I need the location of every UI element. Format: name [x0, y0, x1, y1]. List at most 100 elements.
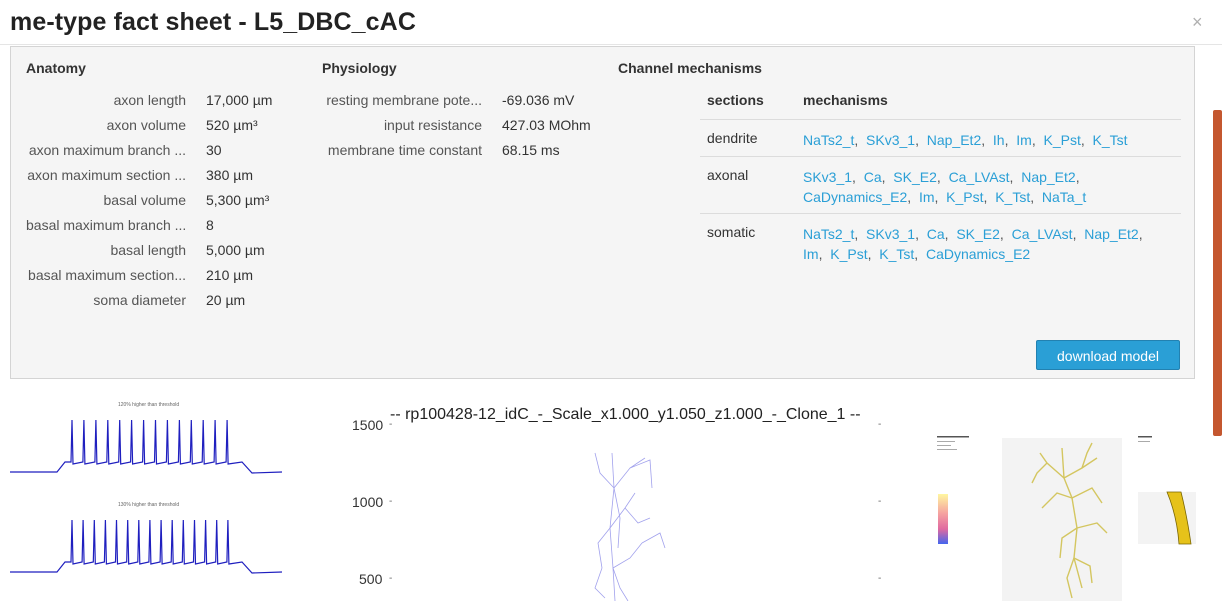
physiology-label: resting membrane pote... [326, 92, 482, 108]
tick-right-1000: - [878, 496, 882, 507]
anatomy-label: basal maximum branch ... [26, 217, 187, 233]
anatomy-row: soma diameter 20 µm [26, 292, 316, 317]
ytick-500: 500 [359, 571, 383, 587]
anatomy-label: axon length [113, 92, 186, 108]
physiology-value: 68.15 ms [502, 142, 560, 158]
anatomy-label: axon maximum branch ... [28, 142, 186, 158]
mechanism-link[interactable]: K_Tst [1092, 132, 1128, 148]
mechanism-link[interactable]: K_Tst [995, 189, 1031, 205]
channel-mechanism-list: NaTs2_t, SKv3_1, Ca, SK_E2, Ca_LVAst, Na… [803, 226, 1147, 262]
mechanism-link[interactable]: SKv3_1 [803, 169, 853, 185]
mechanism-link[interactable]: Ca [926, 226, 945, 242]
close-icon[interactable]: × [1192, 12, 1203, 32]
mechanism-link[interactable]: CaDynamics_E2 [803, 189, 908, 205]
mechanism-link[interactable]: Nap_Et2 [1021, 169, 1076, 185]
channel-section-label: somatic [707, 224, 756, 240]
channels-heading: Channel mechanisms [618, 60, 762, 76]
tick-left-500: - [389, 573, 393, 584]
mechanism-link[interactable]: K_Pst [1043, 132, 1081, 148]
mechanism-link[interactable]: SK_E2 [893, 169, 937, 185]
mechanism-link[interactable]: NaTa_t [1041, 189, 1087, 205]
tick-right-500: - [878, 573, 882, 584]
channel-row-somatic: somatic NaTs2_t, SKv3_1, Ca, SK_E2, Ca_LV… [700, 213, 1181, 276]
anatomy-row: axon maximum branch ... 30 [26, 142, 316, 167]
channel-row-dendrite: dendrite NaTs2_t, SKv3_1, Nap_Et2, Ih, Im… [700, 119, 1181, 157]
mechanism-link[interactable]: Ca_LVAst [1011, 226, 1073, 242]
physiology-table: resting membrane pote... -69.036 mV input … [322, 92, 612, 172]
channel-row-axonal: axonal SKv3_1, Ca, SK_E2, Ca_LVAst, Nap_E… [700, 156, 1181, 214]
col-header-sections: sections [707, 92, 764, 108]
physiology-heading: Physiology [322, 60, 397, 76]
physiology-row: membrane time constant 68.15 ms [322, 142, 612, 167]
axon-3d-thumbnail [1138, 436, 1196, 545]
mechanism-link[interactable]: Ih [992, 132, 1005, 148]
anatomy-row: axon length 17,000 µm [26, 92, 316, 117]
physiology-value: 427.03 MOhm [502, 117, 591, 133]
physiology-value: -69.036 mV [502, 92, 575, 108]
mechanism-link[interactable]: SKv3_1 [866, 226, 916, 242]
anatomy-row: basal maximum branch ... 8 [26, 217, 316, 242]
anatomy-row: basal length 5,000 µm [26, 242, 316, 267]
mechanism-link[interactable]: K_Tst [879, 246, 915, 262]
anatomy-label: axon maximum section ... [27, 167, 186, 183]
morphology-3d-thumbnail [937, 436, 969, 544]
mechanism-link[interactable]: NaTs2_t [803, 132, 855, 148]
scrollbar[interactable] [1213, 110, 1222, 436]
mechanism-link[interactable]: NaTs2_t [803, 226, 855, 242]
physiology-label: input resistance [383, 117, 482, 133]
anatomy-label: axon volume [106, 117, 186, 133]
mechanism-link[interactable]: Im [918, 189, 935, 205]
mechanism-link[interactable]: CaDynamics_E2 [925, 246, 1031, 262]
channel-section-label: axonal [707, 167, 749, 183]
tick-left-1500: - [389, 419, 393, 430]
mechanism-link[interactable]: Im [1016, 132, 1032, 148]
anatomy-label: basal volume [103, 192, 187, 208]
anatomy-value: 17,000 µm [206, 92, 273, 108]
physiology-label: membrane time constant [327, 142, 482, 158]
channel-mechanism-list: SKv3_1, Ca, SK_E2, Ca_LVAst, Nap_Et2, Ca… [803, 169, 1087, 205]
morphology-2d-plot [594, 452, 666, 601]
channels-table: sections mechanisms dendrite NaTs2_t, SKv… [700, 92, 1181, 307]
channel-section-label: dendrite [707, 130, 758, 146]
anatomy-label: basal length [110, 242, 186, 258]
title-divider [0, 44, 1222, 45]
mechanism-link[interactable]: Ca [863, 169, 882, 185]
voltage-trace-line [10, 419, 282, 474]
fact-sheet-panel: Anatomy axon length 17,000 µm axon volume 5… [10, 46, 1195, 379]
anatomy-value: 30 [206, 142, 222, 158]
mechanism-link[interactable]: Im [803, 246, 819, 262]
anatomy-label: soma diameter [93, 292, 186, 308]
anatomy-label: basal maximum section... [28, 267, 186, 283]
anatomy-value: 5,000 µm [206, 242, 265, 258]
morphology-title: -- rp100428-12_idC_-_Scale_x1.000_y1.050… [390, 406, 861, 423]
mechanism-link[interactable]: Ca_LVAst [948, 169, 1010, 185]
trace-bottom-title: 130% higher than threshold [118, 502, 180, 508]
anatomy-value: 20 µm [206, 292, 246, 308]
neuron-3d-view [1002, 438, 1122, 601]
physiology-row: resting membrane pote... -69.036 mV [322, 92, 612, 117]
ytick-1500: 1500 [352, 417, 384, 433]
anatomy-row: basal maximum section... 210 µm [26, 267, 316, 292]
mechanism-link[interactable]: Nap_Et2 [1084, 226, 1139, 242]
download-model-button[interactable]: download model [1036, 340, 1180, 370]
anatomy-value: 8 [206, 217, 214, 233]
tick-left-1000: - [389, 496, 393, 507]
mechanism-link[interactable]: K_Pst [830, 246, 868, 262]
mechanism-link[interactable]: Nap_Et2 [926, 132, 982, 148]
anatomy-table: axon length 17,000 µm axon volume 520 µm³ ax… [26, 92, 316, 322]
mechanism-link[interactable]: SK_E2 [956, 226, 1000, 242]
mechanism-link[interactable]: K_Pst [946, 189, 984, 205]
physiology-row: input resistance 427.03 MOhm [322, 117, 612, 142]
col-header-mechanisms: mechanisms [803, 92, 888, 108]
mechanism-link[interactable]: SKv3_1 [866, 132, 916, 148]
anatomy-value: 520 µm³ [206, 117, 258, 133]
anatomy-row: axon maximum section ... 380 µm [26, 167, 316, 192]
channel-mechanism-list: NaTs2_t, SKv3_1, Nap_Et2, Ih, Im, K_Pst,… [803, 132, 1128, 148]
anatomy-heading: Anatomy [26, 60, 86, 76]
voltage-trace-line [10, 519, 282, 574]
trace-top [10, 419, 282, 474]
ytick-1000: 1000 [352, 494, 384, 510]
anatomy-row: basal volume 5,300 µm³ [26, 192, 316, 217]
anatomy-value: 210 µm [206, 267, 253, 283]
anatomy-value: 380 µm [206, 167, 253, 183]
